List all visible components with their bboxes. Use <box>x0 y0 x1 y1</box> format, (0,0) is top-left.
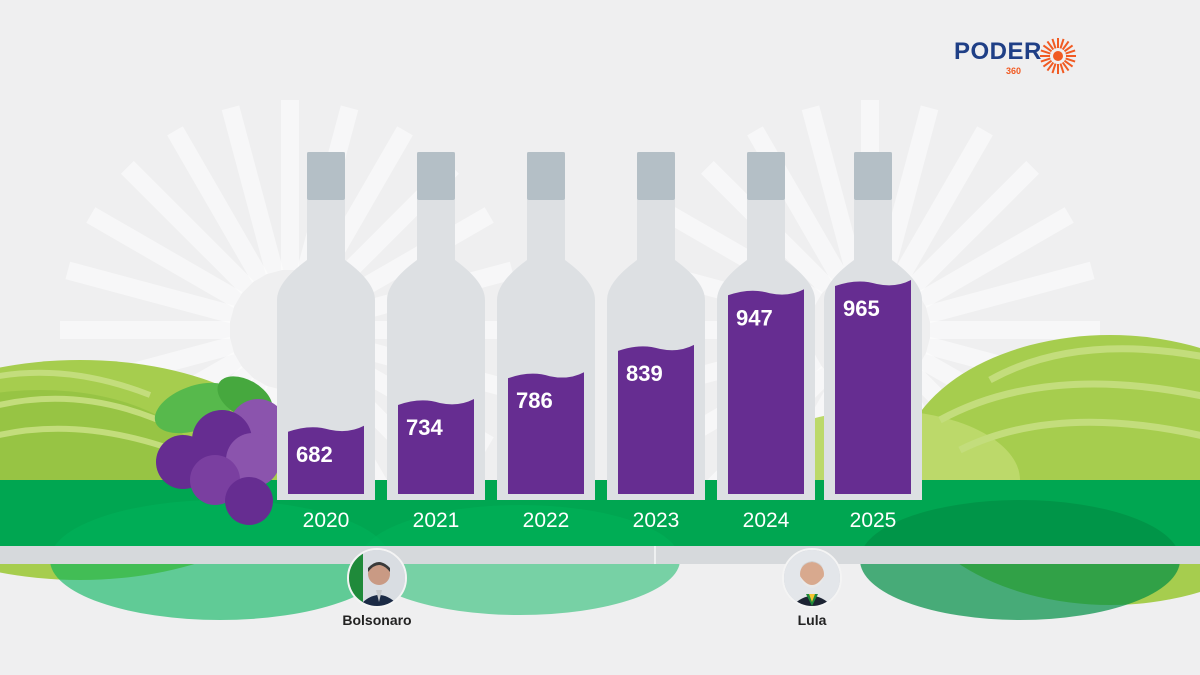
x-tick-label: 2025 <box>850 509 897 532</box>
bottle-bar: 682 2020 <box>277 152 375 532</box>
president-lula: Lula <box>752 548 872 628</box>
brand-name: PODER <box>954 38 1042 65</box>
president-name: Bolsonaro <box>342 612 412 628</box>
wine-fill-bar <box>835 280 911 494</box>
x-tick-label: 2020 <box>303 509 350 532</box>
bottle-bar: 786 2022 <box>497 152 595 532</box>
bottle-cap <box>747 152 785 200</box>
data-label: 734 <box>406 415 443 440</box>
bottle-cap <box>307 152 345 200</box>
president-name: Lula <box>797 612 827 628</box>
bolsonaro-avatar <box>347 548 407 608</box>
wine-fill-bar <box>288 425 364 494</box>
bottle-cap <box>527 152 565 200</box>
data-label: 947 <box>736 305 773 330</box>
lula-avatar <box>782 548 842 608</box>
bottle-bar: 839 2023 <box>607 152 705 532</box>
data-label: 786 <box>516 388 553 413</box>
data-label: 839 <box>626 361 663 386</box>
bottle-outline <box>277 152 375 500</box>
timeline-road <box>0 546 1200 564</box>
president-bolsonaro: Bolsonaro <box>317 548 437 628</box>
x-tick-label: 2024 <box>743 509 790 532</box>
x-tick-label: 2021 <box>413 509 460 532</box>
x-tick-label: 2023 <box>633 509 680 532</box>
bottle-cap <box>637 152 675 200</box>
wine-fill-bar <box>508 372 584 494</box>
wine-fill-bar <box>728 289 804 494</box>
sun-logo-icon <box>1040 38 1076 74</box>
x-tick-label: 2022 <box>523 509 570 532</box>
bottle-cap <box>417 152 455 200</box>
poder360-logo: PODER 360 <box>954 36 1084 80</box>
data-label: 682 <box>296 442 333 467</box>
grapes-illustration <box>154 376 287 525</box>
wine-fill-bar <box>618 344 694 494</box>
data-label: 965 <box>843 296 880 321</box>
bottle-bar: 947 2024 <box>717 152 815 532</box>
bottle-bar: 734 2021 <box>387 152 485 532</box>
wine-fill-bar <box>398 398 474 494</box>
bottle-bars: 682 2020 734 2021 786 2022 839 2023 947 2024 965 20… <box>277 152 922 532</box>
bottle-cap <box>854 152 892 200</box>
bottle-bar: 965 2025 <box>824 152 922 532</box>
brand-sub: 360 <box>1006 66 1022 76</box>
